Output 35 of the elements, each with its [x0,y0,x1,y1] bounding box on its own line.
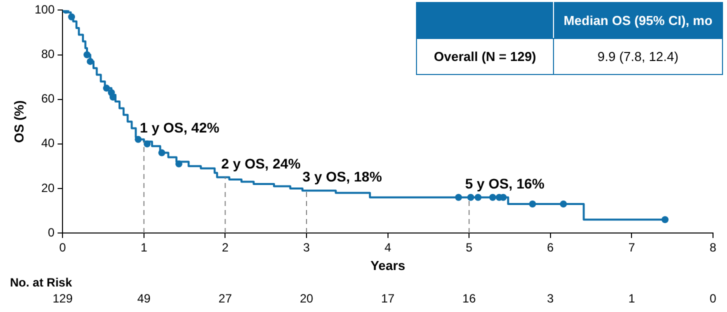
x-tick-label: 3 [303,240,310,255]
text: 129 [52,291,73,306]
text: 3 [547,291,554,306]
text: 0 [710,291,717,306]
text: 1 [628,291,636,306]
ref-line-label: 5 y OS, 16% [465,175,546,192]
y-tick-label: 80 [41,47,55,62]
text: 17 [381,291,395,306]
text: 16 [462,291,476,306]
x-axis-title: Years [370,258,406,273]
ref-line-label: 2 y OS, 24% [221,155,302,172]
y-tick-label: 100 [34,2,55,17]
summary-table: Median OS (95% CI), mo Overall (N = 129) 9.9 (7.8, 12.4) [416,2,723,75]
text: No. at Risk [10,275,72,290]
text: 27 [218,291,232,306]
y-tick-label: 20 [41,180,55,195]
text: 49 [137,291,151,306]
y-axis-title: OS (%) [11,100,26,143]
y-tick-label: 60 [41,92,55,106]
annotation: 9.9 (7.8, 12.4) [554,38,722,74]
x-tick-label: 8 [710,240,717,255]
y-tick-label: 0 [48,225,55,240]
ref-line-label: 3 y OS, 18% [302,168,382,185]
x-tick-label: 4 [384,240,392,255]
ref-line-label: 1 y OS, 42% [140,120,220,136]
x-tick-label: 1 [140,240,148,255]
y-tick-label: 40 [41,136,55,150]
x-tick-label: 2 [222,240,229,255]
annotation: Overall (N = 129) [416,38,554,74]
annotation: Median OS (95% CI), mo [554,2,722,38]
x-tick-label: 5 [466,240,473,255]
x-tick-label: 6 [547,240,554,255]
x-tick-label: 7 [628,240,636,255]
x-tick-label: 0 [59,240,66,255]
text: 20 [300,291,314,306]
